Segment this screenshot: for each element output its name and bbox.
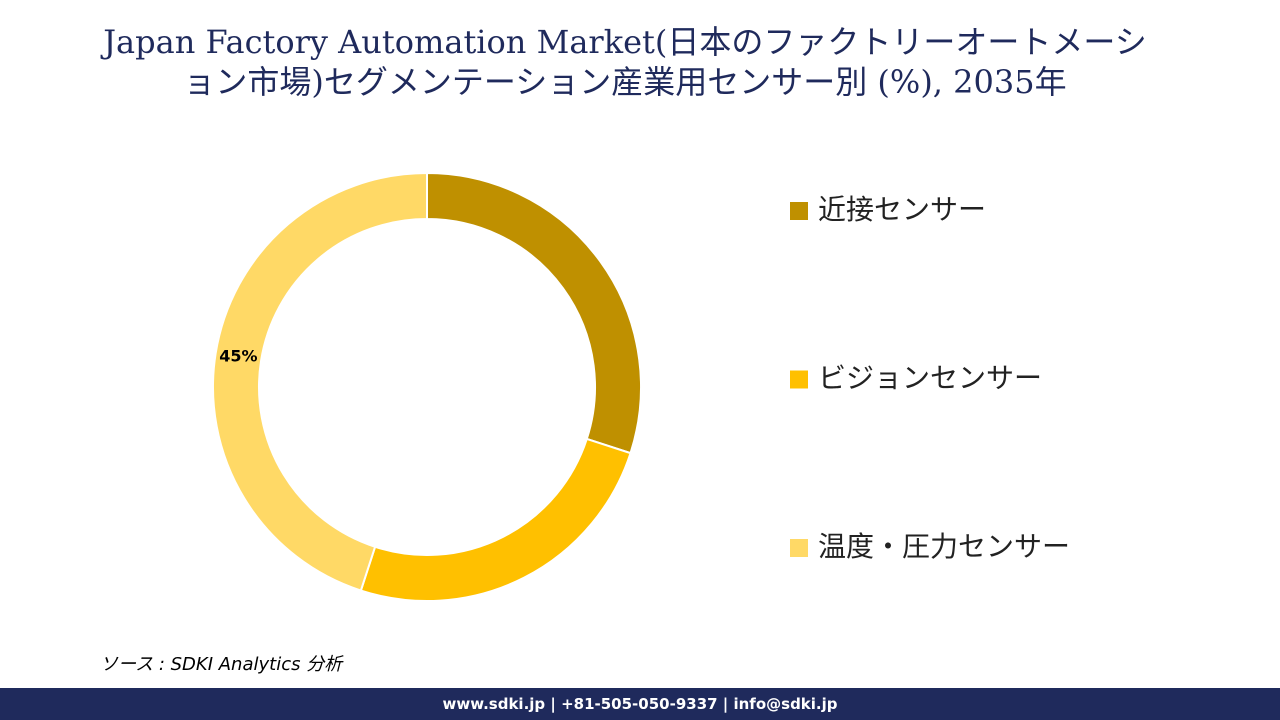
source: ソース : SDKI Analytics 分析 [100, 654, 343, 675]
legend-swatch [790, 202, 808, 220]
legend-label: 温度・圧力センサー [818, 530, 1070, 563]
chart-title: Japan Factory Automation Market(日本のファクトリ… [103, 23, 1147, 101]
legend-swatch [790, 370, 808, 389]
donut-segment [359, 437, 632, 602]
legend-label: ビジョンセンサー [818, 362, 1042, 395]
donut-segment [426, 171, 642, 455]
data-label: 45% [219, 347, 257, 366]
footer: www.sdki.jp | +81-505-050-9337 | info@sd… [0, 688, 1280, 720]
donut-segment [212, 171, 428, 592]
legend-swatch [790, 539, 808, 557]
legend-label: 近接センサー [818, 193, 986, 226]
